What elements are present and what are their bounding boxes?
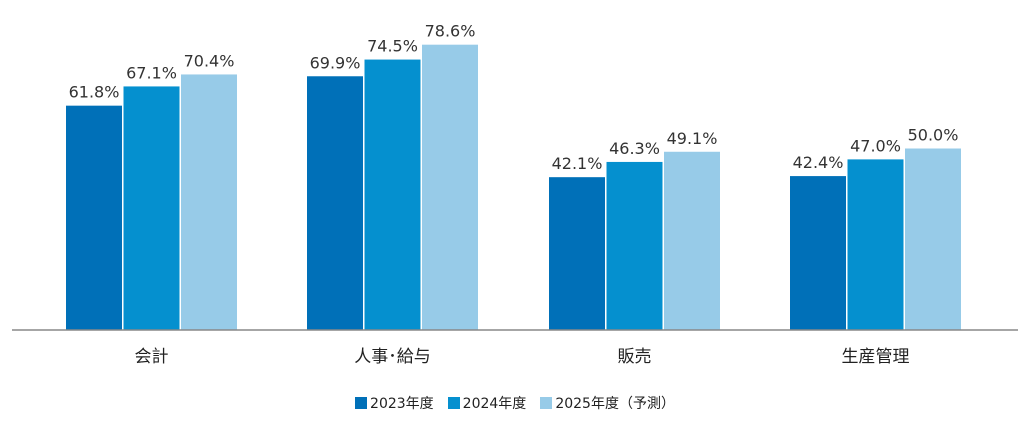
- value-label-production-2024: 47.0%: [850, 136, 901, 155]
- legend-swatch-2024: [447, 397, 460, 409]
- value-label-production-2025: 50.0%: [908, 126, 959, 145]
- legend: 2023年度 2024年度 2025年度（予測）: [0, 393, 1030, 413]
- bar-accounting-2023: [66, 105, 122, 330]
- category-labels-group: 会計 人事･給与 販売 生産管理: [135, 347, 910, 367]
- category-label-production: 生産管理: [842, 347, 910, 367]
- value-label-accounting-2024: 67.1%: [126, 63, 177, 82]
- legend-label-2025: 2025年度（予測）: [555, 396, 675, 412]
- bar-production-2023: [790, 176, 846, 330]
- value-label-accounting-2023: 61.8%: [69, 83, 120, 102]
- legend-item-2025: 2025年度（予測）: [540, 393, 675, 413]
- value-label-sales-2023: 42.1%: [552, 154, 603, 173]
- legend-item-2023: 2023年度: [355, 393, 434, 413]
- value-label-production-2023: 42.4%: [793, 153, 844, 172]
- category-label-hr-payroll: 人事･給与: [354, 347, 431, 367]
- value-label-hr-payroll-2024: 74.5%: [367, 37, 418, 56]
- bar-hr-payroll-2025: [422, 44, 478, 330]
- value-label-hr-payroll-2023: 69.9%: [310, 53, 361, 72]
- legend-swatch-2023: [355, 397, 368, 409]
- bar-sales-2024: [606, 161, 663, 330]
- legend-label-2024: 2024年度: [462, 396, 527, 412]
- bars-group: [66, 44, 961, 330]
- value-label-hr-payroll-2025: 78.6%: [425, 22, 476, 41]
- legend-swatch-2025: [540, 397, 553, 409]
- value-label-sales-2025: 49.1%: [667, 129, 718, 148]
- bar-hr-payroll-2024: [364, 59, 421, 330]
- bar-hr-payroll-2023: [307, 76, 363, 330]
- legend-label-2023: 2023年度: [370, 396, 434, 412]
- bar-accounting-2024: [123, 86, 180, 330]
- bar-sales-2025: [664, 151, 720, 330]
- category-label-accounting: 会計: [135, 347, 169, 367]
- bar-sales-2023: [549, 177, 605, 330]
- value-labels-group: 61.8% 67.1% 70.4% 69.9% 74.5% 78.6% 42.1% 46.3%…: [69, 22, 959, 173]
- bar-accounting-2025: [181, 74, 237, 330]
- category-label-sales: 販売: [618, 347, 652, 367]
- value-label-sales-2024: 46.3%: [609, 139, 660, 158]
- bar-production-2024: [847, 159, 904, 330]
- bar-production-2025: [905, 148, 961, 330]
- legend-item-2024: 2024年度: [447, 393, 527, 413]
- value-label-accounting-2025: 70.4%: [184, 51, 235, 70]
